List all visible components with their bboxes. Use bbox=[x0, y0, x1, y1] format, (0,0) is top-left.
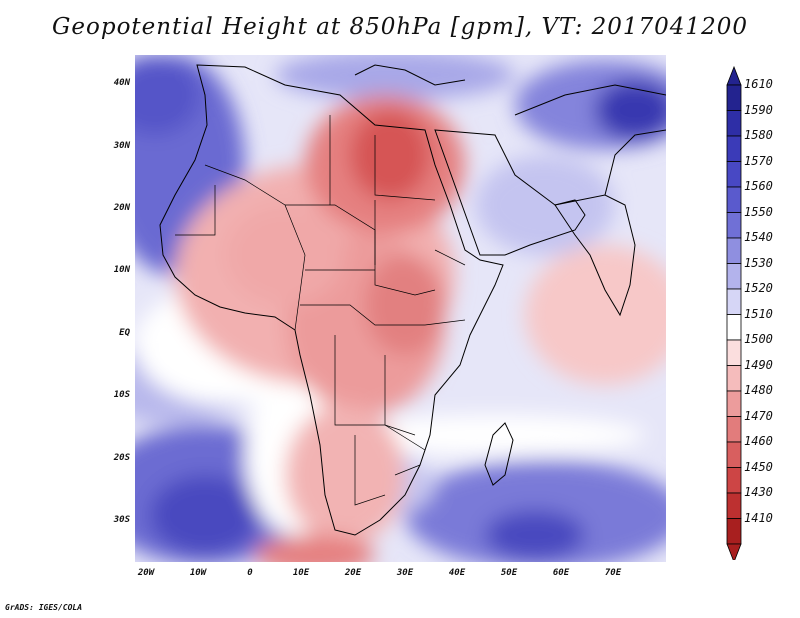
lat-label: 40N bbox=[113, 78, 130, 88]
colorbar-arrow-bottom bbox=[726, 543, 742, 560]
colorbar-label: 1560 bbox=[744, 179, 773, 193]
coastlines bbox=[159, 64, 666, 536]
colorbar-box bbox=[726, 135, 742, 162]
credit-text: GrADS: IGES/COLA bbox=[5, 603, 83, 612]
colorbar-label: 1540 bbox=[744, 230, 773, 244]
lat-label: EQ bbox=[119, 328, 130, 338]
lat-label: 10N bbox=[113, 265, 130, 275]
lon-label: 10E bbox=[292, 568, 310, 578]
lat-label: 20S bbox=[113, 453, 130, 463]
colorbar-label: 1500 bbox=[744, 332, 773, 346]
lon-label: 50E bbox=[500, 568, 518, 578]
colorbar-box bbox=[726, 416, 742, 443]
lon-label: 30E bbox=[396, 568, 414, 578]
geopotential-map bbox=[135, 55, 666, 562]
colorbar-box bbox=[726, 390, 742, 417]
colorbar-label: 1580 bbox=[744, 128, 773, 142]
colorbar-boxes bbox=[726, 65, 742, 560]
colorbar-label: 1470 bbox=[744, 408, 773, 423]
colorbar-label: 1570 bbox=[744, 153, 773, 168]
colorbar-box bbox=[726, 288, 742, 315]
colorbar-box bbox=[726, 263, 742, 290]
colorbar-box bbox=[726, 492, 742, 519]
colorbar-box bbox=[726, 365, 742, 392]
lat-label: 30S bbox=[113, 515, 130, 525]
colorbar-box bbox=[726, 110, 742, 137]
lon-label: 20W bbox=[137, 568, 155, 578]
colorbar-box bbox=[726, 518, 742, 545]
lat-label: 30N bbox=[113, 141, 130, 151]
colorbar-label: 1450 bbox=[744, 459, 773, 474]
colorbar-label: 1550 bbox=[744, 204, 773, 219]
colorbar-label: 1460 bbox=[744, 434, 773, 448]
lon-label: 40E bbox=[448, 568, 466, 578]
lat-label: 10S bbox=[113, 390, 130, 400]
colorbar-box bbox=[726, 314, 742, 341]
colorbar-label: 1490 bbox=[744, 357, 773, 372]
colorbar-label: 1430 bbox=[744, 485, 773, 499]
colorbar-box bbox=[726, 237, 742, 264]
colorbar-box bbox=[726, 186, 742, 213]
colorbar-label: 1480 bbox=[744, 383, 773, 397]
lat-label: 20N bbox=[113, 203, 130, 213]
colorbar-label: 1590 bbox=[744, 102, 773, 117]
colorbar-label: 1510 bbox=[744, 306, 773, 321]
colorbar-box bbox=[726, 212, 742, 239]
colorbar-box bbox=[726, 467, 742, 494]
colorbar-box bbox=[726, 84, 742, 111]
lon-label: 0 bbox=[247, 568, 253, 578]
colorbar-label: 1530 bbox=[744, 255, 773, 270]
colorbar-label: 1520 bbox=[744, 281, 773, 295]
lon-label: 10W bbox=[189, 568, 207, 578]
map-title: Geopotential Height at 850hPa [gpm], VT:… bbox=[52, 14, 748, 40]
height-field bbox=[135, 55, 666, 562]
lon-label: 20E bbox=[344, 568, 362, 578]
lon-label: 60E bbox=[552, 568, 570, 578]
colorbar-box bbox=[726, 339, 742, 366]
colorbar-arrow-top bbox=[726, 65, 742, 86]
borders bbox=[175, 115, 466, 506]
colorbar-label: 1610 bbox=[744, 77, 773, 91]
colorbar-box bbox=[726, 161, 742, 188]
lon-label: 70E bbox=[604, 568, 622, 578]
colorbar bbox=[726, 65, 742, 560]
colorbar-box bbox=[726, 441, 742, 468]
colorbar-label: 1410 bbox=[744, 510, 773, 525]
